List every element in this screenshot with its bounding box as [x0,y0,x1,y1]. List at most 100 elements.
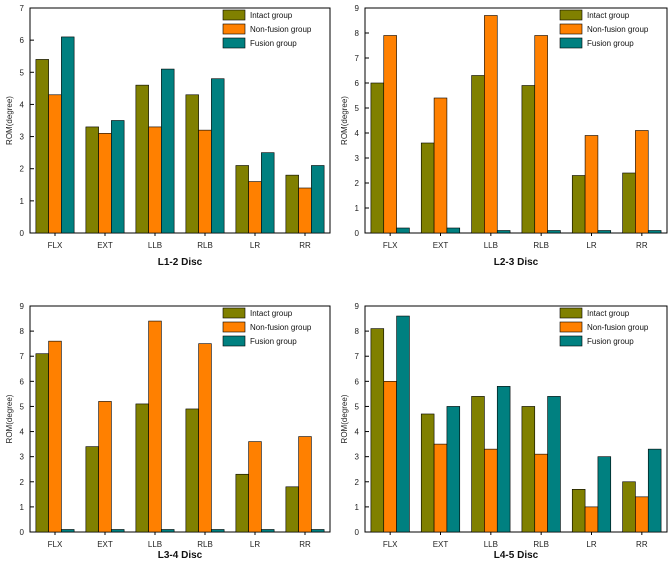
y-tick-label: 0 [355,528,360,537]
y-tick-label: 8 [355,29,360,38]
bar-fusion-ext [111,120,125,234]
panel-title: L4-5 Disc [494,550,539,561]
bar-nonfusion-llb [148,320,162,533]
y-tick-label: 6 [20,377,25,386]
bar-nonfusion-flx [48,94,62,234]
y-tick-label: 2 [20,478,25,487]
legend-label-nonfusion: Non-fusion group [250,323,312,332]
bar-intact-llb [471,396,485,533]
y-tick-label: 3 [20,133,25,142]
y-tick-label: 5 [355,104,360,113]
bar-fusion-rr [647,448,662,533]
x-tick-label: FLX [383,540,398,549]
x-tick-label: RLB [533,241,549,250]
bar-nonfusion-rr [298,187,312,234]
bar-intact-rlb [521,85,536,234]
y-tick-label: 5 [20,68,25,77]
x-tick-label: LLB [484,241,498,250]
bar-nonfusion-lr [248,181,262,234]
bar-intact-flx [370,82,385,234]
bar-nonfusion-rr [635,496,649,533]
y-tick-label: 7 [20,4,25,13]
chart-panel-4: 0 1 2 3 4 5 6 7 8 9 ROM(degree) FLX EXT LLB RLB LR RR L4-… [340,302,668,561]
legend-swatch-intact [222,307,246,319]
y-tick-label: 5 [20,402,25,411]
legend-swatch-fusion [559,335,583,347]
x-tick-label: LR [586,241,596,250]
plot-frame [364,305,668,533]
bar-nonfusion-ext [98,133,112,234]
x-tick-label: RR [636,540,648,549]
y-tick-label: 5 [355,402,360,411]
legend-label-intact: Intact group [587,11,630,20]
bar-fusion-rr [311,529,325,533]
bar-intact-rr [285,174,299,234]
x-tick-label: LLB [148,241,162,250]
panel-title: L1-2 Disc [158,257,203,268]
y-axis-label: ROM(degree) [340,394,349,443]
bar-intact-ext [420,413,435,533]
x-tick-label: LLB [484,540,498,549]
x-tick-label: EXT [97,540,113,549]
y-tick-label: 4 [355,129,360,138]
y-tick-label: 2 [355,179,360,188]
bar-fusion-llb [496,386,511,533]
y-tick-label: 2 [20,165,25,174]
bar-nonfusion-ext [98,401,112,533]
bar-fusion-flx [61,529,75,533]
x-tick-label: LR [586,540,596,549]
bar-fusion-lr [261,529,275,533]
bar-intact-rlb [185,408,199,533]
bar-fusion-ext [111,529,125,533]
y-tick-label: 7 [355,352,360,361]
x-tick-label: RR [299,540,311,549]
x-tick-label: RLB [197,241,213,250]
bar-intact-lr [235,473,249,533]
y-tick-label: 7 [355,54,360,63]
bar-fusion-ext [446,406,461,533]
x-tick-label: FLX [383,241,398,250]
legend-swatch-fusion [222,37,246,49]
y-tick-label: 9 [355,302,360,311]
x-tick-label: EXT [433,540,449,549]
bar-fusion-llb [161,68,175,234]
bar-fusion-lr [597,230,612,234]
legend-swatch-intact [559,307,583,319]
bar-fusion-rlb [547,396,561,533]
x-tick-label: LR [250,241,260,250]
bar-fusion-llb [161,529,175,533]
y-tick-label: 1 [20,503,25,512]
bar-fusion-flx [396,315,410,533]
bar-nonfusion-rr [298,436,312,533]
bar-intact-rr [285,486,299,533]
bar-fusion-lr [261,152,275,234]
bar-fusion-rr [647,230,662,234]
y-tick-label: 1 [20,197,25,206]
bar-nonfusion-rlb [198,129,212,234]
bar-nonfusion-lr [248,441,262,533]
y-axis-label: ROM(degree) [340,96,349,145]
plot-frame [29,7,331,234]
legend-swatch-fusion [222,335,246,347]
bar-nonfusion-flx [383,381,397,533]
x-tick-label: EXT [433,241,449,250]
x-tick-label: FLX [48,540,63,549]
x-tick-label: LLB [148,540,162,549]
bar-fusion-rlb [211,529,225,533]
y-tick-label: 1 [355,204,360,213]
bar-fusion-flx [61,36,75,234]
bar-nonfusion-rlb [534,453,548,533]
y-tick-label: 3 [355,154,360,163]
bar-nonfusion-lr [584,506,599,533]
bar-nonfusion-flx [48,340,62,533]
y-tick-label: 6 [20,36,25,45]
y-tick-label: 9 [20,302,25,311]
x-tick-label: RR [299,241,311,250]
legend-label-intact: Intact group [250,309,293,318]
y-tick-label: 0 [355,229,360,238]
legend-label-intact: Intact group [250,11,293,20]
bar-nonfusion-rlb [198,343,212,533]
y-tick-label: 8 [355,327,360,336]
x-tick-label: EXT [97,241,113,250]
bar-nonfusion-ext [433,97,448,234]
